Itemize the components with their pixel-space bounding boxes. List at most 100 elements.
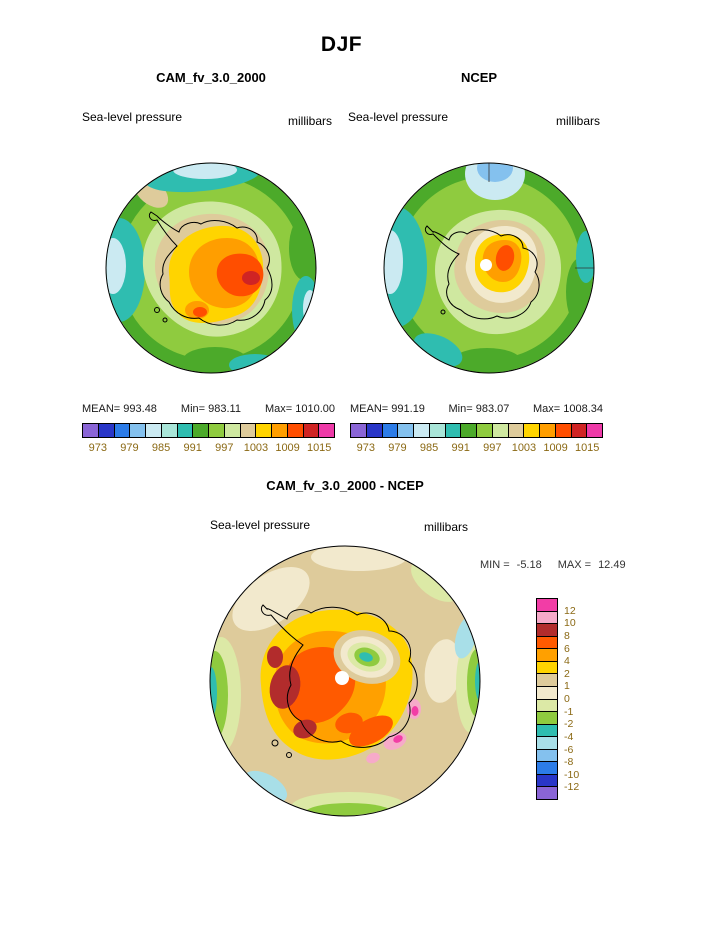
high-pressure-bands [142, 201, 282, 337]
stat-label: Max= [264, 403, 293, 415]
colorbar-cell [491, 424, 508, 437]
colorbar-cell [537, 623, 557, 636]
colorbar-tick-label: 997 [215, 442, 234, 454]
contour-band [232, 567, 310, 631]
colorbar-tick-label: 1015 [574, 442, 600, 454]
colorbar-cell [537, 685, 557, 699]
colorbar-tick-label: 991 [183, 442, 202, 454]
contour-band [305, 803, 393, 816]
map-boundary-circle [383, 162, 595, 374]
cam-max-stat: Max= 1010.00 [265, 403, 335, 415]
colorbar-cell [537, 773, 557, 787]
stat-label: MEAN= [350, 403, 389, 415]
cam-mean-stat: MEAN= 993.48 [82, 403, 157, 415]
colorbar-cell [286, 424, 303, 437]
pole-marker-dot [480, 259, 492, 271]
stat-label: Min= [448, 403, 473, 415]
ncep-map-field [384, 163, 594, 373]
ncep-units-label: millibars [556, 114, 601, 128]
island-outline [271, 739, 279, 747]
colorbar-cell [537, 599, 557, 611]
colorbar-tick-label: -2 [564, 718, 574, 731]
stat-value: 983.07 [475, 403, 510, 415]
contour-band [411, 706, 419, 716]
contour-band [495, 245, 515, 271]
antarctica-coastline [424, 225, 540, 320]
cam-units-label: millibars [288, 114, 333, 128]
contour-band [359, 652, 373, 662]
stat-value: 993.48 [123, 403, 157, 415]
contour-band [424, 639, 462, 703]
colorbar-tick-label: 1009 [275, 442, 300, 454]
contour-band [193, 307, 207, 317]
colorbar-cell [271, 424, 287, 437]
ncep-stats-row: MEAN= 991.19 Min= 983.07 Max= 1008.34 [350, 403, 603, 415]
contour-band [269, 665, 301, 709]
colorbar-cell [397, 424, 413, 437]
island-outline [286, 752, 292, 758]
diff-colorbar-ticks: 12 10 8 6 4 2 1 0 -1 -2 -4 -6 -8 -10 -12 [564, 598, 594, 800]
colorbar-tick-label: 0 [564, 693, 570, 705]
stat-label: MEAN= [82, 403, 121, 415]
ncep-colorbar-ticks: 973 979 985 991 997 1003 1009 1015 [350, 442, 603, 455]
ncep-pressure-colorbar [350, 423, 603, 438]
colorbar-cell [586, 424, 602, 437]
colorbar-cell [537, 698, 557, 712]
colorbar-cell [444, 424, 461, 437]
stat-value: 12.49 [598, 559, 626, 571]
colorbar-cell [223, 424, 240, 437]
contour-band [267, 646, 283, 668]
contour-band [335, 712, 363, 734]
colorbar-tick-label: -1 [564, 705, 574, 718]
colorbar-cell [239, 424, 256, 437]
colorbar-cell [539, 424, 555, 437]
colorbar-cell [113, 424, 130, 437]
colorbar-cell [537, 673, 557, 686]
colorbar-cell [537, 660, 557, 674]
cam-stats-row: MEAN= 993.48 Min= 983.11 Max= 1010.00 [82, 403, 335, 415]
map-boundary-circle [105, 162, 317, 374]
colorbar-cell [160, 424, 177, 437]
contour-band [283, 647, 356, 724]
colorbar-tick-label: -10 [564, 768, 580, 781]
colorbar-cell [318, 424, 334, 437]
antarctica-coastline [148, 211, 273, 326]
colorbar-cell [537, 610, 557, 624]
contour-band [366, 752, 380, 764]
colorbar-cell [145, 424, 161, 437]
stat-value: 1010.00 [295, 403, 335, 415]
colorbar-tick-label: 8 [564, 629, 570, 642]
diff-map-field [210, 546, 480, 816]
colorbar-cell [255, 424, 271, 437]
colorbar-cell [129, 424, 145, 437]
colorbar-cell [537, 648, 557, 661]
colorbar-tick-label: 1009 [543, 442, 568, 454]
pole-marker-dot [335, 671, 349, 685]
colorbar-tick-label: 1003 [243, 442, 269, 454]
colorbar-cell [523, 424, 539, 437]
colorbar-tick-label: 979 [388, 442, 407, 454]
colorbar-tick-label: 991 [451, 442, 470, 454]
contour-band [106, 238, 126, 294]
colorbar-cell [476, 424, 492, 437]
cam-min-stat: Min= 983.11 [181, 403, 241, 415]
map-boundary-circle [209, 545, 481, 817]
colorbar-cell [381, 424, 398, 437]
colorbar-tick-label: -12 [564, 781, 580, 794]
ncep-mean-stat: MEAN= 991.19 [350, 403, 425, 415]
diff-field-label: Sea-level pressure [210, 518, 311, 532]
cam-pressure-map [105, 162, 317, 374]
colorbar-tick-label: 997 [483, 442, 502, 454]
cam-panel-title: CAM_fv_3.0_2000 [156, 70, 266, 85]
diff-panel-title: CAM_fv_3.0_2000 - NCEP [266, 478, 424, 493]
high-pressure-bands [435, 209, 561, 335]
colorbar-cell [570, 424, 587, 437]
colorbar-tick-label: 973 [88, 442, 107, 454]
colorbar-cell [83, 424, 98, 437]
colorbar-cell [537, 748, 557, 762]
contour-band [453, 348, 521, 373]
colorbar-tick-label: -8 [564, 756, 574, 769]
colorbar-cell [554, 424, 571, 437]
colorbar-cell [537, 761, 557, 774]
